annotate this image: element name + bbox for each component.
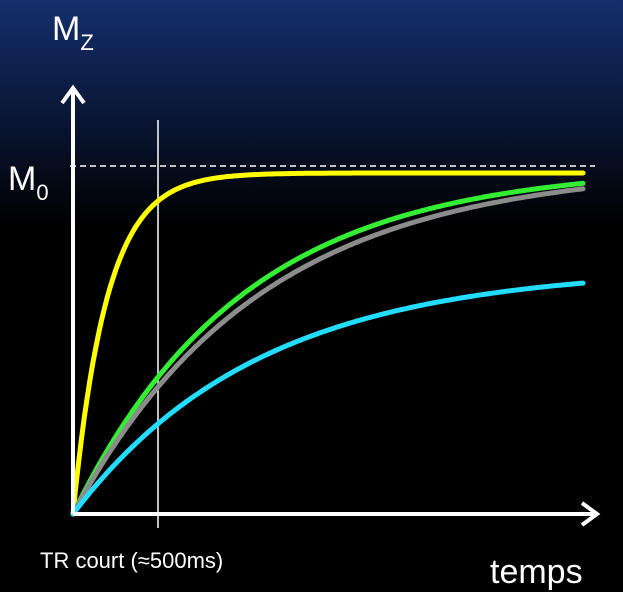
- series-layer: [70, 170, 586, 517]
- y-axis-arrowhead: [60, 84, 86, 105]
- x-axis-label: temps: [490, 553, 583, 591]
- series-line-4: [70, 280, 586, 517]
- m0-label: M0: [8, 160, 49, 205]
- series-line-2: [70, 180, 586, 517]
- x-axis-arrowhead: [580, 501, 601, 527]
- series-line-1: [70, 170, 586, 517]
- tr-marker-label: TR court (≈500ms): [40, 548, 223, 573]
- y-axis-label: MZ: [52, 10, 94, 55]
- series-line-3: [70, 186, 586, 517]
